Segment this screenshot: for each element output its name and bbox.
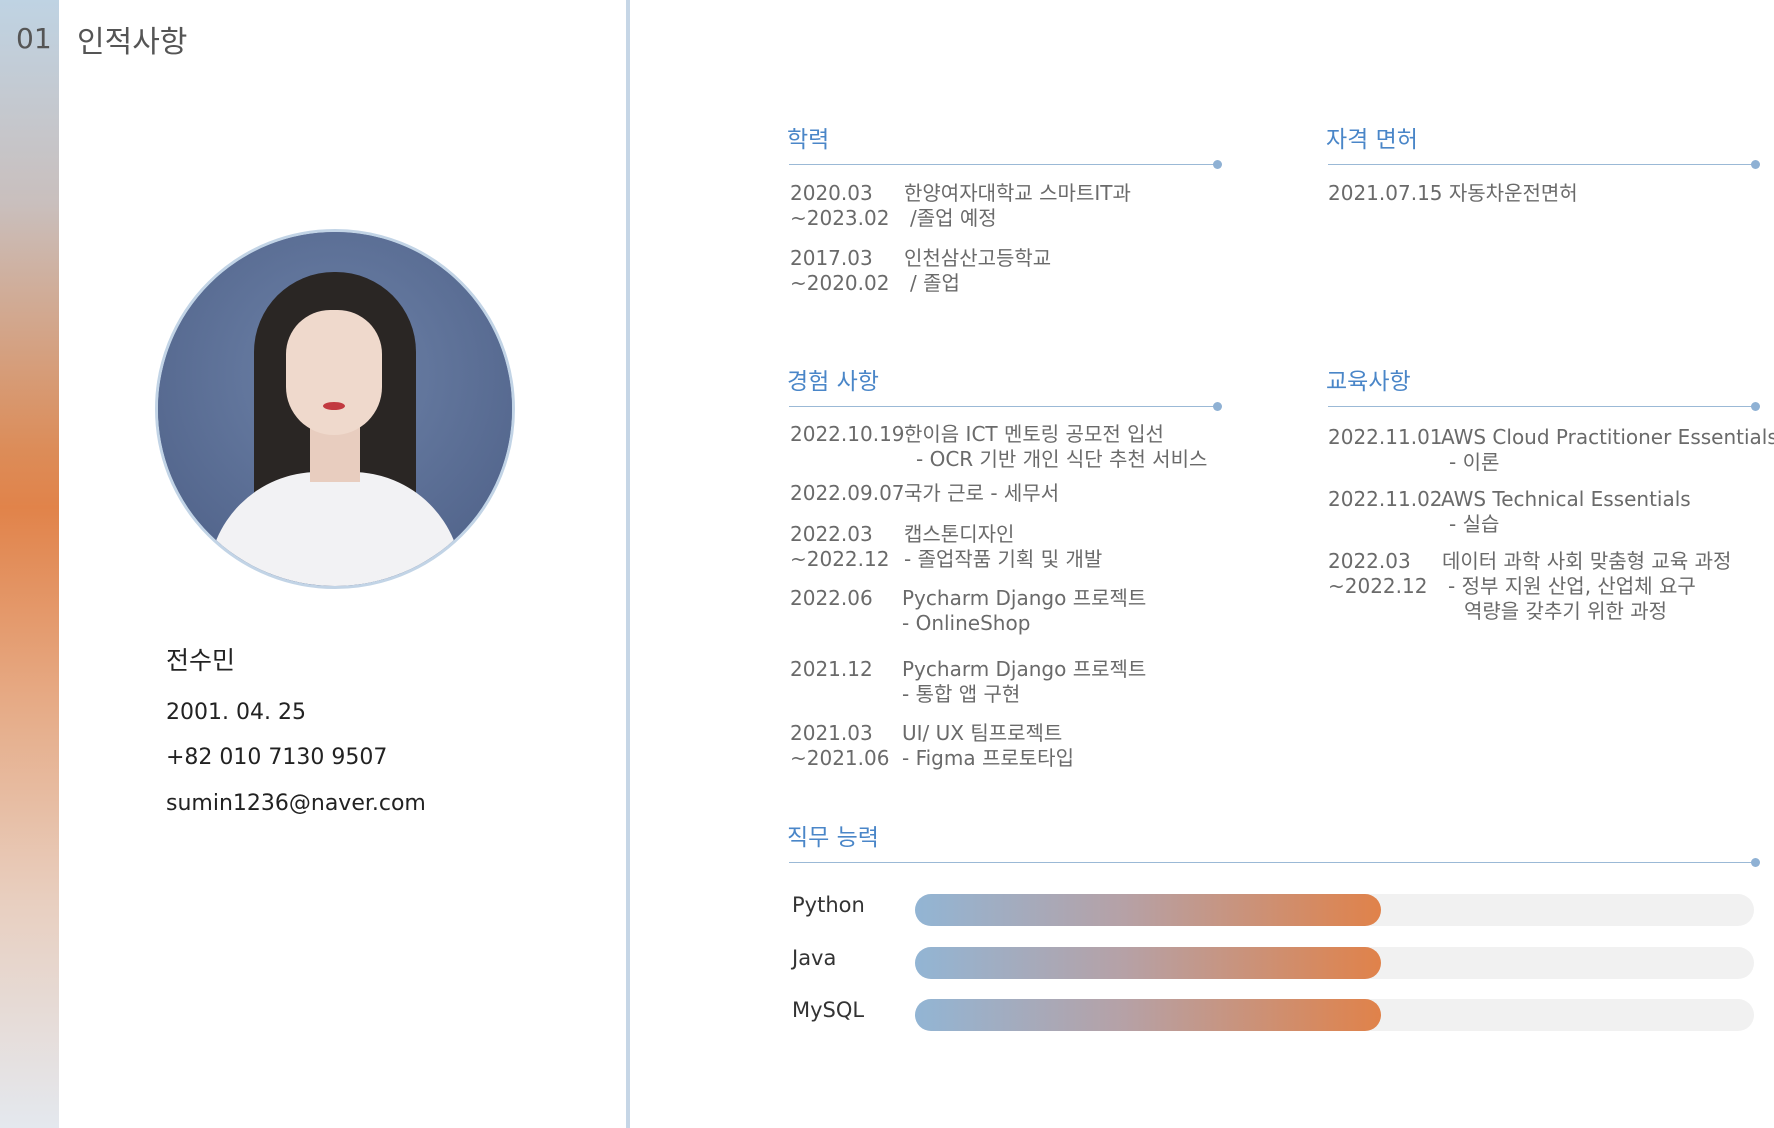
training-item-text: AWS Technical Essentials - 실습 <box>1441 487 1691 537</box>
education-divider <box>789 160 1222 169</box>
training-item-date-start: 2022.11.01 <box>1328 425 1443 449</box>
experience-item-line1: 캡스톤디자인 <box>904 522 1015 546</box>
experience-item-date: 2022.03 ~2022.12 <box>790 522 889 572</box>
experience-item-text: Pycharm Django 프로젝트 - OnlineShop <box>902 586 1146 636</box>
license-item: 2021.07.15 자동차운전면허 <box>1328 181 1578 206</box>
skill-bar-fill <box>915 894 1382 926</box>
education-item-line2: /졸업 예정 <box>910 206 997 230</box>
experience-item-date-end: ~2022.12 <box>790 547 890 571</box>
profile-email: sumin1236@naver.com <box>166 791 426 816</box>
training-item-line1: AWS Technical Essentials <box>1441 487 1691 511</box>
experience-item-line1: Pycharm Django 프로젝트 <box>902 586 1147 610</box>
skills-divider <box>789 858 1760 867</box>
education-item-text: 인천삼산고등학교 / 졸업 <box>904 246 1051 296</box>
training-item-date-end: ~2022.12 <box>1328 574 1428 598</box>
experience-item-text: 한이음 ICT 멘토링 공모전 입선 - OCR 기반 개인 식단 추천 서비스 <box>904 422 1207 472</box>
skill-label: MySQL <box>792 998 865 1022</box>
training-item-line2: - 정부 지원 산업, 산업체 요구 <box>1448 574 1696 598</box>
skill-bar-track <box>915 947 1754 979</box>
experience-item-date: 2022.09.07 <box>790 481 905 506</box>
training-item-line3: 역량을 갖추기 위한 과정 <box>1464 599 1668 623</box>
training-heading: 교육사항 <box>1326 369 1411 395</box>
experience-item-date-start: 2021.12 <box>790 657 873 681</box>
profile-birth: 2001. 04. 25 <box>166 700 306 725</box>
experience-item-line2: - Figma 프로토타입 <box>902 746 1074 770</box>
education-item-line1: 한양여자대학교 스마트IT과 <box>904 181 1131 205</box>
experience-item-line2: - OCR 기반 개인 식단 추천 서비스 <box>916 447 1208 471</box>
experience-item-date-start: 2022.03 <box>790 522 873 546</box>
vertical-divider <box>626 0 630 1128</box>
skill-bar-fill <box>915 947 1382 979</box>
experience-item-line1: Pycharm Django 프로젝트 <box>902 657 1147 681</box>
skill-label: Java <box>792 946 837 970</box>
skills-heading: 직무 능력 <box>787 825 879 851</box>
education-heading: 학력 <box>787 127 830 153</box>
experience-item-text: UI/ UX 팀프로젝트 - Figma 프로토타입 <box>902 721 1074 771</box>
experience-item-date: 2021.03 ~2021.06 <box>790 721 889 771</box>
experience-item-line2: - OnlineShop <box>902 611 1031 635</box>
training-item-text: 데이터 과학 사회 맞춤형 교육 과정 - 정부 지원 산업, 산업체 요구 역량을… <box>1442 549 1731 624</box>
license-heading: 자격 면허 <box>1326 127 1418 153</box>
section-number: 01 <box>16 22 52 55</box>
experience-item-line1: 국가 근로 - 세무서 <box>904 481 1060 505</box>
education-item-line1: 인천삼산고등학교 <box>904 246 1052 270</box>
education-item-date-end: ~2020.02 <box>790 271 890 295</box>
education-item-date-end: ~2023.02 <box>790 206 890 230</box>
experience-divider <box>789 402 1222 411</box>
gradient-side-strip <box>0 0 59 1128</box>
skill-bar-fill <box>915 999 1382 1031</box>
training-item-line2: - 실습 <box>1449 512 1500 536</box>
experience-item-date: 2022.06 <box>790 586 873 611</box>
training-item-date: 2022.03 ~2022.12 <box>1328 549 1427 599</box>
training-item-line1: 데이터 과학 사회 맞춤형 교육 과정 <box>1442 549 1732 573</box>
experience-item-date: 2021.12 <box>790 657 873 682</box>
experience-item-date-start: 2021.03 <box>790 721 873 745</box>
profile-name: 전수민 <box>166 646 236 675</box>
page-title: 인적사항 <box>77 25 188 60</box>
experience-item-date-start: 2022.09.07 <box>790 481 905 505</box>
experience-item-date: 2022.10.19 <box>790 422 905 447</box>
skill-label: Python <box>792 893 865 917</box>
experience-item-line1: 한이음 ICT 멘토링 공모전 입선 <box>904 422 1164 446</box>
training-item-line1: AWS Cloud Practitioner Essentials <box>1441 425 1774 449</box>
experience-item-text: 국가 근로 - 세무서 <box>904 481 1059 506</box>
skill-bar-track <box>915 999 1754 1031</box>
training-item-date: 2022.11.02 <box>1328 487 1443 512</box>
education-item-date: 2017.03 ~2020.02 <box>790 246 889 296</box>
profile-phone: +82 010 7130 9507 <box>166 745 388 770</box>
experience-item-date-end: ~2021.06 <box>790 746 890 770</box>
training-item-date-start: 2022.03 <box>1328 549 1411 573</box>
training-item-date-start: 2022.11.02 <box>1328 487 1443 511</box>
experience-item-date-start: 2022.06 <box>790 586 873 610</box>
experience-item-line1: UI/ UX 팀프로젝트 <box>902 721 1063 745</box>
experience-item-text: 캡스톤디자인 - 졸업작품 기획 및 개발 <box>904 522 1102 572</box>
experience-item-line2: - 졸업작품 기획 및 개발 <box>904 547 1103 571</box>
experience-item-text: Pycharm Django 프로젝트 - 통합 앱 구현 <box>902 657 1146 707</box>
training-item-date: 2022.11.01 <box>1328 425 1443 450</box>
experience-item-line2: - 통합 앱 구현 <box>902 682 1021 706</box>
skill-bar-track <box>915 894 1754 926</box>
profile-photo <box>155 229 515 589</box>
training-divider <box>1328 402 1760 411</box>
license-date: 2021.07.15 <box>1328 181 1443 205</box>
experience-heading: 경험 사항 <box>787 369 879 395</box>
education-item-date: 2020.03 ~2023.02 <box>790 181 889 231</box>
education-item-text: 한양여자대학교 스마트IT과/졸업 예정 <box>904 181 1131 231</box>
license-divider <box>1328 160 1760 169</box>
training-item-text: AWS Cloud Practitioner Essentials - 이론 <box>1441 425 1774 475</box>
education-item-date-start: 2017.03 <box>790 246 873 270</box>
license-text: 자동차운전면허 <box>1448 181 1578 205</box>
experience-item-date-start: 2022.10.19 <box>790 422 905 446</box>
training-item-line2: - 이론 <box>1449 450 1500 474</box>
education-item-line2: / 졸업 <box>910 271 960 295</box>
education-item-date-start: 2020.03 <box>790 181 873 205</box>
